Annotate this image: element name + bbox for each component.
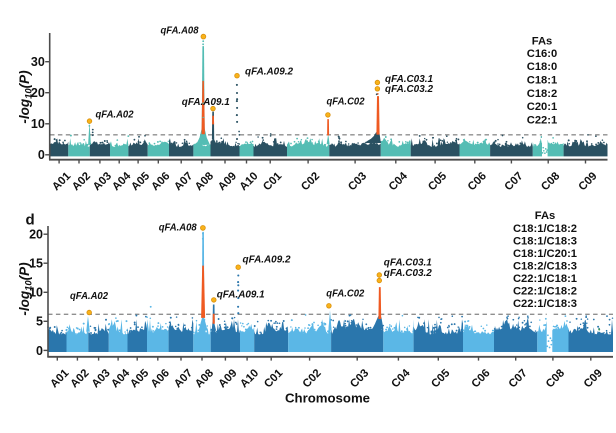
svg-text:qFA.C03.1: qFA.C03.1 (384, 257, 432, 269)
svg-text:0: 0 (36, 344, 43, 358)
svg-text:C18:1/C20:1: C18:1/C20:1 (513, 248, 577, 260)
svg-text:C18:1: C18:1 (527, 75, 557, 87)
svg-text:FAs: FAs (535, 210, 556, 222)
svg-text:d: d (26, 212, 35, 229)
svg-text:qFA.A09.1: qFA.A09.1 (182, 96, 230, 108)
svg-text:qFA.C02: qFA.C02 (326, 288, 364, 300)
svg-text:C20:1: C20:1 (527, 101, 557, 113)
svg-text:C22:1/C18:2: C22:1/C18:2 (513, 285, 577, 297)
svg-text:-log10(P): -log10(P) (17, 262, 35, 316)
svg-text:C18:2/C18:3: C18:2/C18:3 (513, 260, 577, 272)
svg-text:C18:2: C18:2 (527, 88, 557, 100)
svg-text:qFA.C03.2: qFA.C03.2 (384, 267, 432, 279)
svg-text:20: 20 (31, 86, 45, 100)
svg-text:qFA.A02: qFA.A02 (70, 290, 108, 302)
svg-text:C18:0: C18:0 (527, 61, 557, 73)
svg-text:0: 0 (38, 148, 45, 162)
svg-text:qFA.C02: qFA.C02 (327, 96, 365, 108)
svg-text:C18:1/C18:3: C18:1/C18:3 (513, 235, 577, 247)
svg-text:C16:0: C16:0 (527, 48, 557, 60)
svg-text:C22:1: C22:1 (527, 115, 557, 127)
svg-text:10: 10 (31, 117, 45, 131)
svg-text:Chromosome: Chromosome (285, 391, 370, 406)
svg-text:qFA.A08: qFA.A08 (159, 221, 197, 233)
svg-text:15: 15 (29, 257, 43, 271)
svg-text:qFA.C03.2: qFA.C03.2 (385, 83, 433, 95)
svg-text:qFA.A02: qFA.A02 (96, 109, 134, 121)
svg-text:qFA.A09.2: qFA.A09.2 (245, 66, 293, 78)
svg-text:qFA.C03.1: qFA.C03.1 (385, 73, 433, 85)
svg-text:5: 5 (36, 315, 43, 329)
svg-text:C18:1/C18:2: C18:1/C18:2 (513, 223, 577, 235)
svg-text:FAs: FAs (532, 36, 553, 48)
svg-text:qFA.A09.2: qFA.A09.2 (243, 254, 291, 266)
svg-text:20: 20 (29, 228, 43, 242)
svg-text:C22:1/C18:1: C22:1/C18:1 (513, 273, 577, 285)
svg-text:qFA.A08: qFA.A08 (161, 25, 199, 37)
svg-text:30: 30 (31, 55, 45, 69)
svg-text:C22:1/C18:3: C22:1/C18:3 (513, 298, 577, 310)
svg-text:qFA.A09.1: qFA.A09.1 (217, 289, 265, 301)
svg-text:-log10(P): -log10(P) (17, 70, 35, 124)
svg-text:10: 10 (29, 286, 43, 300)
